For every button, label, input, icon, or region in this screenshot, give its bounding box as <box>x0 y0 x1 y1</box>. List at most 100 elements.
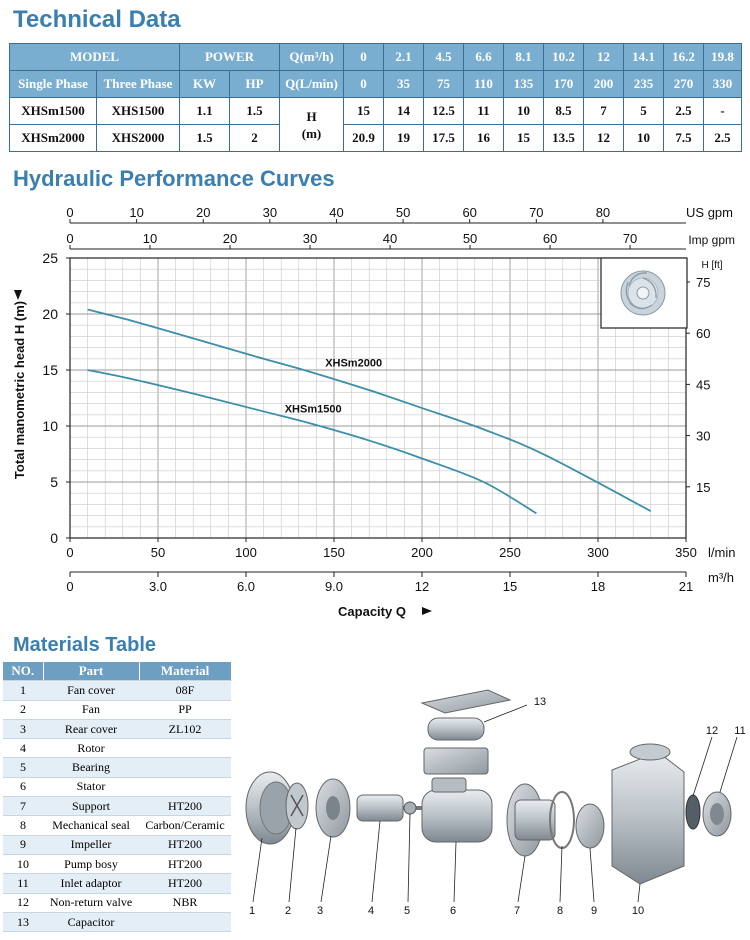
feet-tick-label: 30 <box>696 429 710 444</box>
head-value: 7 <box>583 97 624 125</box>
head-value: 2.5 <box>703 124 742 152</box>
y-tick-label: 20 <box>42 306 58 322</box>
flow-m3h-cell: 16.2 <box>663 43 704 71</box>
material-row: 13 Capacitor <box>3 912 231 933</box>
material-header: Material <box>139 662 232 682</box>
us-gpm-tick-label: 30 <box>263 205 277 220</box>
part-number: 9 <box>3 835 43 855</box>
head-value: 14 <box>383 97 424 125</box>
materials-table: NO. Part Material 1 Fan cover 08F 2 Fan PP 3 Re… <box>3 662 232 933</box>
power-hp: 1.5 <box>229 97 280 125</box>
part-material: Carbon/Ceramic <box>139 815 231 836</box>
part-material <box>139 912 231 933</box>
callout-label-12: 12 <box>706 725 718 737</box>
head-value: 8.5 <box>543 97 584 125</box>
flow-lmin-cell: 270 <box>663 70 704 98</box>
callout-labels: 1 2 3 4 5 6 7 8 9 10 11 12 13 <box>249 696 746 917</box>
technical-data-title: Technical Data <box>13 6 181 33</box>
y-tick-label: 10 <box>42 418 58 434</box>
part-number: 4 <box>3 738 43 759</box>
power-hp: 2 <box>229 124 280 152</box>
flow-lmin-header: Q(L/min) <box>279 70 344 98</box>
imp-gpm-tick-label: 10 <box>143 231 157 246</box>
flow-lmin-cell: 0 <box>343 70 384 98</box>
part-number: 1 <box>3 680 43 701</box>
tech-model-row: XHSm2000 XHS2000 1.5 2 20.9 19 17.5 16 1… <box>9 124 742 152</box>
us-gpm-tick-label: 0 <box>66 205 73 220</box>
power-kw: 1.1 <box>179 97 230 125</box>
part-name: Bearing <box>43 757 139 778</box>
material-row: 7 Support HT200 <box>3 796 231 817</box>
part-name: Inlet adaptor <box>43 873 139 894</box>
single-phase-header: Single Phase <box>9 70 97 98</box>
head-value: 20.9 <box>343 124 384 152</box>
callout-label-7: 7 <box>514 905 520 917</box>
series-line-xhsm2000 <box>87 308 652 512</box>
callout-label-9: 9 <box>591 905 597 917</box>
flow-lmin-cell: 200 <box>583 70 624 98</box>
chart-grid <box>69 257 687 539</box>
head-value: 10 <box>503 97 544 125</box>
x-tick-label: 350 <box>675 545 697 560</box>
x-tick-label: 100 <box>235 545 257 560</box>
us-gpm-tick-label: 20 <box>196 205 210 220</box>
pump-parts <box>245 689 732 885</box>
part-number: 12 <box>3 893 43 913</box>
head-label: H <box>306 108 317 124</box>
flow-m3h-cell: 6.6 <box>463 43 504 71</box>
part-number: 11 <box>3 873 43 894</box>
materials-header-row: NO. Part Material <box>3 662 232 682</box>
part-number: 7 <box>3 796 43 817</box>
m3h-tick-label: 9.0 <box>325 579 343 594</box>
power-kw: 1.5 <box>179 124 230 152</box>
us-gpm-tick-label: 50 <box>396 205 410 220</box>
flow-m3h-cell: 0 <box>343 43 384 71</box>
part-material: PP <box>139 700 231 720</box>
m3h-tick-label: 21 <box>679 579 693 594</box>
part-material <box>139 777 231 798</box>
part-number: 5 <box>3 757 43 778</box>
part-number: 3 <box>3 719 43 740</box>
chart-axes <box>69 222 687 573</box>
callout-label-8: 8 <box>557 905 563 917</box>
x-tick-label: 200 <box>411 545 433 560</box>
part-material <box>139 738 231 759</box>
x-tick-label: 250 <box>499 545 521 560</box>
impeller-inset <box>600 257 688 329</box>
flow-m3h-cell: 8.1 <box>503 43 544 71</box>
material-row: 4 Rotor <box>3 738 231 759</box>
tech-header-row-2: Single Phase Three Phase KW HP Q(L/min) … <box>9 70 742 98</box>
m3h-tick-label: 6.0 <box>237 579 255 594</box>
head-value: 10 <box>623 124 664 152</box>
feet-unit: H [ft] <box>701 260 722 271</box>
head-value: 11 <box>463 97 504 125</box>
head-value: 12 <box>583 124 624 152</box>
callout-label-1: 1 <box>249 905 255 917</box>
part-name: Capacitor <box>43 912 139 933</box>
m3h-tick-label: 18 <box>591 579 605 594</box>
callout-label-5: 5 <box>404 905 410 917</box>
us-gpm-tick-label: 40 <box>329 205 343 220</box>
m3h-unit: m³/h <box>708 570 734 585</box>
us-gpm-unit: US gpm <box>686 205 733 220</box>
head-value: 15 <box>343 97 384 125</box>
head-value: 13.5 <box>543 124 584 152</box>
chart-series: XHSm2000 XHSm1500 <box>87 308 652 515</box>
us-gpm-tick-label: 80 <box>596 205 610 220</box>
flow-lmin-cell: 235 <box>623 70 664 98</box>
part-name: Rear cover <box>43 719 139 740</box>
material-row: 9 Impeller HT200 <box>3 835 231 855</box>
exploded-view-diagram: 1 2 3 4 5 6 7 8 9 10 11 12 13 <box>245 689 746 917</box>
callout-lines <box>252 704 738 903</box>
hp-header: HP <box>229 70 280 98</box>
callout-label-6: 6 <box>450 905 456 917</box>
flow-lmin-cell: 110 <box>463 70 504 98</box>
head-value: 17.5 <box>423 124 464 152</box>
materials-table-title: Materials Table <box>13 634 157 656</box>
flow-m3h-cell: 10.2 <box>543 43 584 71</box>
hydraulic-curves-title: Hydraulic Performance Curves <box>13 166 335 191</box>
imp-gpm-tick-label: 60 <box>543 231 557 246</box>
head-value: 12.5 <box>423 97 464 125</box>
head-value: - <box>703 97 742 125</box>
technical-data-table: MODEL POWER Q(m³/h) 0 2.1 4.5 6.6 8.1 10… <box>9 43 742 152</box>
